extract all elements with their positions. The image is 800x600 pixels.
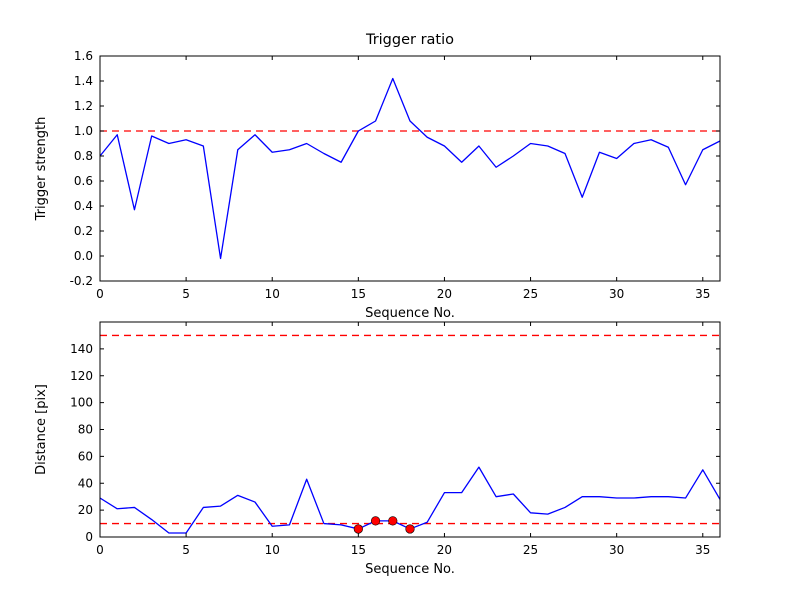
x-tick-label: 10: [265, 287, 280, 301]
y-tick-label: 100: [70, 396, 93, 410]
y-tick-label: 1.6: [74, 49, 93, 63]
y-tick-label: 1.4: [74, 74, 93, 88]
y-tick-label: 0.0: [74, 249, 93, 263]
axes-frame: [99, 321, 721, 538]
x-axis-label: Sequence No.: [365, 562, 455, 577]
x-tick-label: 10: [265, 543, 280, 557]
y-axis-label: Trigger strength: [34, 117, 49, 222]
bottom-subplot: 0 5 10 15 20 25 30 35 0 20 40 60 80 100 120 140 Sequence…: [34, 321, 721, 577]
highlight-marker: [370, 516, 381, 526]
highlight-marker: [405, 524, 415, 534]
x-tick-label: 0: [96, 543, 104, 557]
y-tick-label: 60: [78, 449, 93, 463]
x-tick-label: 35: [695, 543, 710, 557]
y-axis-label: Distance [pix]: [34, 384, 49, 475]
x-tick-label: 20: [437, 543, 452, 557]
y-tick-label: 20: [78, 503, 93, 517]
chart-title: Trigger ratio: [365, 32, 454, 48]
x-tick-label: 25: [523, 287, 538, 301]
y-tick-label: 0: [85, 530, 93, 544]
y-tick-label: 80: [78, 423, 93, 437]
y-tick-label: 0.8: [74, 149, 93, 163]
y-tick-label: 40: [78, 476, 93, 490]
x-tick-label: 25: [523, 543, 538, 557]
distance-line: [100, 466, 720, 534]
x-axis-label: Sequence No.: [365, 306, 455, 321]
y-tick-label: 0.6: [74, 174, 93, 188]
x-tick-label: 5: [182, 287, 190, 301]
x-tick-label: 15: [351, 543, 366, 557]
x-tick-label: 30: [609, 287, 624, 301]
y-tick-label: 1.2: [74, 99, 93, 113]
y-tick-label: 1.0: [74, 124, 93, 138]
x-tick-label: 20: [437, 287, 452, 301]
y-tick-label: 120: [70, 369, 93, 383]
x-tick-label: 30: [609, 543, 624, 557]
y-tick-label: 140: [70, 342, 93, 356]
x-tick-label: 15: [351, 287, 366, 301]
highlight-marker: [353, 524, 363, 534]
x-tick-label: 35: [695, 287, 710, 301]
highlight-marker: [388, 516, 398, 526]
y-tick-label: 0.2: [74, 224, 93, 238]
x-tick-label: 0: [96, 287, 104, 301]
axes-frame: [99, 55, 721, 282]
y-tick-label: -0.2: [70, 274, 93, 288]
y-tick-label: 0.4: [74, 199, 93, 213]
x-tick-label: 5: [182, 543, 190, 557]
trigger-strength-line: [100, 77, 720, 260]
top-subplot: 0 5 10 15 20 25 30 35 -0.2 0.0 0.2 0.4 0.6 0.8 1.0 1.2 1…: [34, 32, 721, 321]
